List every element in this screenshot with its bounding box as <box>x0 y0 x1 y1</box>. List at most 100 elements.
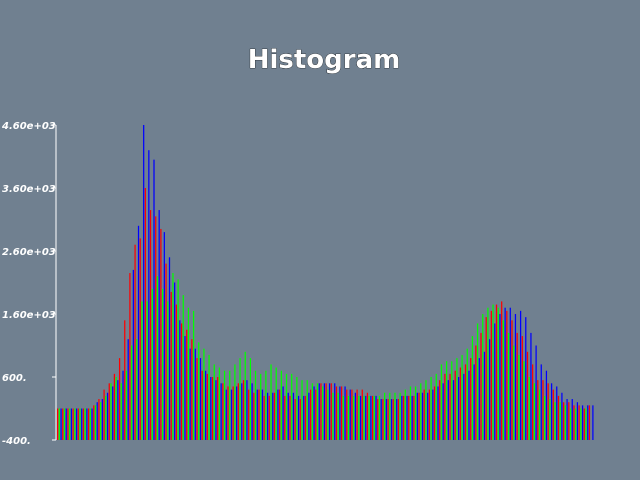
histogram-bar <box>248 389 250 440</box>
histogram-bar <box>447 380 449 440</box>
histogram-bar <box>413 395 415 440</box>
histogram-bar <box>270 364 272 440</box>
y-tick-label: 2.60e+03 <box>2 247 56 258</box>
histogram-bar <box>550 383 553 440</box>
histogram-bar <box>327 389 329 440</box>
histogram-bar <box>354 392 356 440</box>
histogram-bar <box>425 380 427 440</box>
histogram-bar <box>509 307 511 440</box>
histogram-bar <box>559 402 561 440</box>
histogram-bar <box>415 386 417 440</box>
histogram-bar <box>511 320 513 440</box>
histogram-bar <box>82 408 85 440</box>
histogram-bar <box>225 389 227 440</box>
y-tick-label: 4.60e+03 <box>1 121 56 132</box>
histogram-bar <box>79 408 81 440</box>
histogram-bar <box>547 383 549 440</box>
histogram-bar <box>106 392 109 440</box>
histogram-bar <box>573 405 575 440</box>
histogram-bar <box>470 358 472 440</box>
histogram-bar <box>208 354 210 440</box>
histogram-bar <box>70 408 73 440</box>
histogram-bar <box>75 408 78 440</box>
histogram-bar <box>530 332 532 440</box>
histogram-bar <box>361 389 363 440</box>
histogram-bar <box>168 257 171 440</box>
histogram-bar <box>296 377 298 440</box>
histogram-bar <box>261 389 264 440</box>
histogram-bar <box>344 386 346 440</box>
y-tick-label: 3.60e+03 <box>2 184 56 195</box>
histogram-bar <box>554 402 556 440</box>
histogram-bar <box>132 269 134 440</box>
histogram-bar <box>215 380 217 440</box>
histogram-bar <box>468 370 470 440</box>
histogram-bar <box>303 395 305 440</box>
histogram-bar <box>299 399 301 440</box>
histogram-bar <box>516 332 518 440</box>
histogram-bar <box>514 314 517 440</box>
histogram-bar <box>330 383 332 440</box>
histogram-bar <box>282 386 284 440</box>
histogram-bar <box>60 408 62 440</box>
histogram-bar <box>105 395 107 440</box>
histogram-bar <box>490 310 492 440</box>
histogram-bar <box>112 386 114 440</box>
histogram-bar <box>186 329 188 440</box>
y-tick-label: -400. <box>2 436 31 447</box>
histogram-bar <box>143 125 145 440</box>
histogram-bar <box>120 383 122 440</box>
histogram-bar <box>170 291 172 440</box>
histogram-bar <box>89 408 91 440</box>
histogram-bar <box>358 395 360 440</box>
histogram-bar <box>461 354 463 440</box>
histogram-bar <box>77 408 79 440</box>
histogram-bar <box>289 395 291 440</box>
histogram-bar <box>346 389 348 440</box>
histogram-bar <box>418 392 420 440</box>
histogram-bar <box>544 395 546 440</box>
histogram-bar <box>466 348 468 440</box>
histogram-bar <box>320 383 322 440</box>
histogram-bar <box>378 395 381 440</box>
histogram-bar <box>113 373 116 440</box>
histogram-bar <box>513 345 515 440</box>
histogram-bar <box>62 408 64 440</box>
histogram-bar <box>435 373 437 440</box>
histogram-bar <box>160 228 162 440</box>
histogram-bar <box>268 395 270 440</box>
histogram-bar <box>285 373 288 440</box>
histogram-bar <box>390 399 393 440</box>
histogram-bar <box>318 383 320 440</box>
histogram-bar <box>537 380 539 440</box>
histogram-bar <box>569 408 572 440</box>
histogram-bar <box>439 380 441 440</box>
histogram-bar <box>134 244 136 440</box>
histogram-bar <box>291 373 293 440</box>
histogram-bar <box>581 405 584 440</box>
histogram-bar <box>273 392 276 440</box>
histogram-bar <box>81 408 83 440</box>
histogram-bar <box>306 380 308 440</box>
histogram-bar <box>497 307 499 440</box>
histogram-bar <box>294 399 296 440</box>
histogram-bar <box>211 377 214 440</box>
histogram-bar <box>476 323 479 440</box>
histogram-bar <box>532 364 534 440</box>
histogram-bar <box>411 395 413 440</box>
histogram-bar <box>471 336 474 440</box>
histogram-bar <box>246 380 248 440</box>
histogram-bar <box>222 383 224 440</box>
histogram-bar <box>322 386 324 440</box>
histogram-bar <box>148 150 150 440</box>
histogram-bar <box>521 336 523 440</box>
histogram-bar <box>580 408 582 440</box>
histogram-bar <box>404 389 406 440</box>
histogram-bar <box>432 389 434 440</box>
y-tick-label: 1.60e+03 <box>2 310 56 321</box>
histogram-bar <box>575 408 577 440</box>
histogram-bar <box>347 395 350 440</box>
histogram-bar <box>129 273 131 440</box>
histogram-bar <box>459 367 461 440</box>
histogram-bar <box>124 320 126 440</box>
